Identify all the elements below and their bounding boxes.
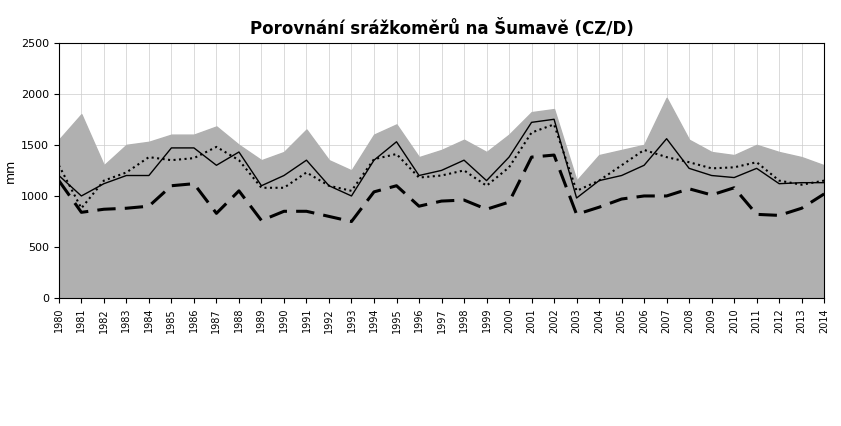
Title: Porovnání srážkoměrů na Šumavě (CZ/D): Porovnání srážkoměrů na Šumavě (CZ/D): [250, 19, 633, 38]
Y-axis label: mm: mm: [4, 158, 17, 182]
